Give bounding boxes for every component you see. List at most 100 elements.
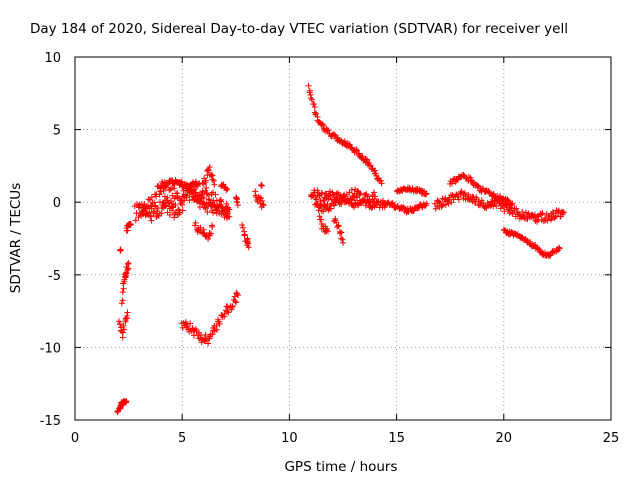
data-point (211, 181, 218, 188)
data-point (504, 196, 511, 203)
data-point (330, 191, 337, 198)
data-point (164, 194, 171, 201)
data-point (148, 194, 155, 201)
data-point (121, 278, 128, 285)
data-point (123, 398, 130, 405)
data-point (319, 189, 326, 196)
data-point (209, 331, 216, 338)
data-point (216, 320, 223, 327)
data-point (202, 177, 209, 184)
data-point (127, 220, 134, 227)
y-tick-label: -10 (40, 341, 61, 356)
data-point (208, 172, 215, 179)
data-point (171, 185, 178, 192)
data-point (195, 198, 202, 205)
data-point (260, 202, 267, 209)
data-point (155, 213, 162, 220)
data-point (198, 337, 205, 344)
data-point (203, 184, 210, 191)
data-point (318, 207, 325, 214)
data-point (336, 228, 343, 235)
data-point (413, 188, 420, 195)
data-point (245, 244, 252, 251)
data-point (119, 289, 126, 296)
data-point (165, 200, 172, 207)
data-point (372, 193, 379, 200)
data-point (204, 209, 211, 216)
data-point (320, 122, 327, 129)
data-point (210, 209, 217, 216)
data-point (461, 190, 468, 197)
data-point (169, 204, 176, 211)
plot-frame (74, 56, 612, 421)
data-point (206, 196, 213, 203)
x-tick-label: 10 (281, 431, 298, 446)
data-point (220, 181, 227, 188)
data-point (209, 223, 216, 230)
data-point (172, 202, 179, 209)
data-point (123, 312, 130, 319)
data-point (192, 219, 199, 226)
data-point (354, 194, 361, 201)
data-point (141, 205, 148, 212)
x-tick-label: 5 (178, 431, 186, 446)
data-point (232, 298, 239, 305)
data-point (200, 199, 207, 206)
data-point (311, 104, 318, 111)
data-point (212, 191, 219, 198)
data-point (423, 200, 430, 207)
data-point (160, 187, 167, 194)
data-point (166, 212, 173, 219)
data-point (538, 211, 545, 218)
data-point (117, 246, 124, 253)
data-point (205, 340, 212, 347)
data-point (353, 147, 360, 154)
data-point (490, 190, 497, 197)
data-point (223, 187, 230, 194)
data-point (239, 224, 246, 231)
data-point (531, 214, 538, 221)
data-point (381, 204, 388, 211)
data-point (208, 171, 215, 178)
data-point (202, 204, 209, 211)
data-point (259, 197, 266, 204)
data-point (179, 207, 186, 214)
data-point (156, 199, 163, 206)
data-point (442, 201, 449, 208)
data-point (422, 202, 429, 209)
data-point (556, 244, 563, 251)
data-point (209, 176, 216, 183)
data-point (158, 210, 165, 217)
data-point (465, 174, 472, 181)
data-point (229, 304, 236, 311)
x-tick-label: 15 (388, 431, 405, 446)
data-point (501, 208, 508, 215)
data-point (222, 205, 229, 212)
x-tick-label: 25 (603, 431, 620, 446)
data-point (148, 217, 155, 224)
data-point (192, 189, 199, 196)
data-point (245, 240, 252, 247)
data-point (199, 179, 206, 186)
data-point (184, 323, 191, 330)
data-point (508, 229, 515, 236)
data-point (350, 193, 357, 200)
x-tick-label: 0 (71, 431, 79, 446)
data-point (474, 182, 481, 189)
data-point (119, 297, 126, 304)
data-point (234, 292, 241, 299)
data-point (191, 196, 198, 203)
data-point (559, 208, 566, 215)
data-point (539, 210, 546, 217)
data-point (544, 217, 551, 224)
data-point (340, 239, 346, 246)
axis-ticks (74, 56, 612, 421)
data-point (239, 221, 246, 228)
data-point (525, 210, 532, 217)
data-point (377, 177, 384, 184)
data-point (357, 190, 364, 197)
data-point (325, 195, 332, 202)
x-tick-labels: 0 5 10 15 20 25 (71, 431, 619, 446)
